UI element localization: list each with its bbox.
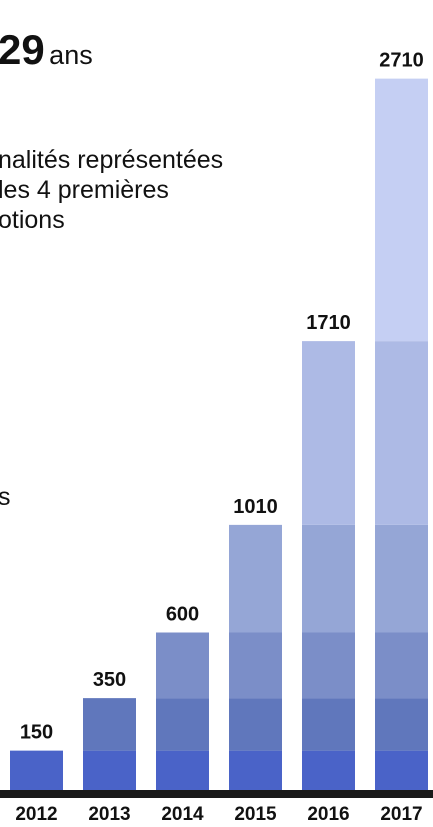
bar-segment-2017-1 (375, 750, 428, 790)
bar-segment-2015-1 (229, 750, 282, 790)
bar-segment-2017-2 (375, 698, 428, 751)
bar-segment-2016-1 (302, 750, 355, 790)
bar-segment-2013-1 (83, 750, 136, 790)
bar-segment-2016-4 (302, 524, 355, 633)
x-axis-baseline (0, 790, 433, 798)
side-text-fragment: s (0, 483, 11, 511)
description-line-2: les 4 premières (0, 176, 169, 204)
x-tick-2014: 2014 (161, 804, 204, 825)
x-tick-2012: 2012 (15, 804, 57, 825)
bar-segment-2016-5 (302, 341, 355, 525)
bar-segment-2017-4 (375, 524, 428, 633)
x-tick-2013: 2013 (88, 804, 130, 825)
bar-segment-2014-2 (156, 698, 209, 751)
x-tick-2017: 2017 (380, 804, 422, 825)
value-label-2014: 600 (166, 604, 199, 626)
bar-segment-2012-1 (10, 750, 63, 790)
bar-segment-2015-4 (229, 524, 282, 633)
x-tick-2015: 2015 (234, 804, 277, 825)
bar-segment-2014-3 (156, 632, 209, 699)
value-label-2017: 2710 (379, 50, 424, 72)
bar-segment-2015-3 (229, 632, 282, 699)
value-label-2012: 150 (20, 722, 53, 744)
age-number: 29 (0, 26, 45, 73)
bar-segment-2017-5 (375, 341, 428, 525)
value-label-2016: 1710 (306, 312, 351, 334)
value-label-2015: 1010 (233, 496, 278, 518)
x-tick-2016: 2016 (307, 804, 349, 825)
headline: 29 ans (0, 26, 93, 74)
value-label-2013: 350 (93, 669, 126, 691)
bar-segment-2013-2 (83, 698, 136, 751)
bar-segment-2016-3 (302, 632, 355, 699)
bar-segment-2015-2 (229, 698, 282, 751)
description-text: nalités représentées les 4 premières oti… (0, 145, 223, 235)
bar-segment-2014-1 (156, 750, 209, 790)
bar-segment-2017-6 (375, 78, 428, 342)
description-line-3: otions (0, 206, 65, 234)
description-line-1: nalités représentées (0, 146, 224, 174)
bar-segment-2016-2 (302, 698, 355, 751)
age-unit: ans (49, 40, 93, 70)
bar-segment-2017-3 (375, 632, 428, 699)
